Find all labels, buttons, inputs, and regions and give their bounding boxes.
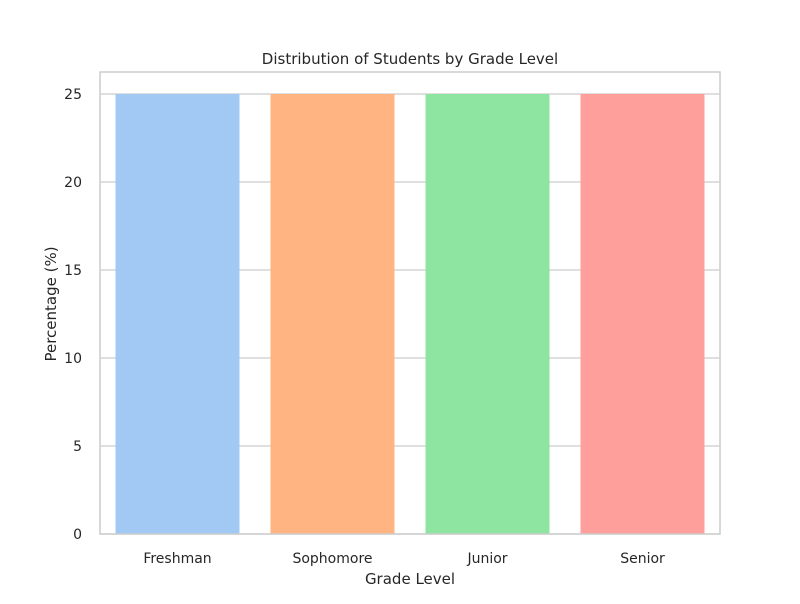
bar-sophomore: [270, 94, 395, 534]
bars-layer: [115, 94, 705, 534]
x-tick-label-senior: Senior: [620, 551, 665, 567]
y-tick-labels: 0 5 10 15 20 25: [64, 87, 82, 543]
y-tick-label: 5: [73, 439, 82, 455]
chart-title: Distribution of Students by Grade Level: [262, 50, 558, 68]
bar-senior: [580, 94, 705, 534]
x-tick-label-junior: Junior: [466, 551, 507, 567]
x-tick-label-sophomore: Sophomore: [292, 551, 372, 567]
y-tick-label: 20: [64, 175, 82, 191]
bar-junior: [425, 94, 550, 534]
y-axis-title: Percentage (%): [42, 246, 60, 361]
bar-freshman: [115, 94, 240, 534]
y-tick-label: 0: [73, 527, 82, 543]
plot-frame: [99, 71, 721, 535]
x-tick-labels: Freshman Sophomore Junior Senior: [143, 551, 665, 567]
y-tick-label: 10: [64, 351, 82, 367]
x-tick-label-freshman: Freshman: [143, 551, 211, 567]
x-axis-title: Grade Level: [365, 570, 455, 588]
y-tick-label: 15: [64, 263, 82, 279]
y-tick-label: 25: [64, 87, 82, 103]
